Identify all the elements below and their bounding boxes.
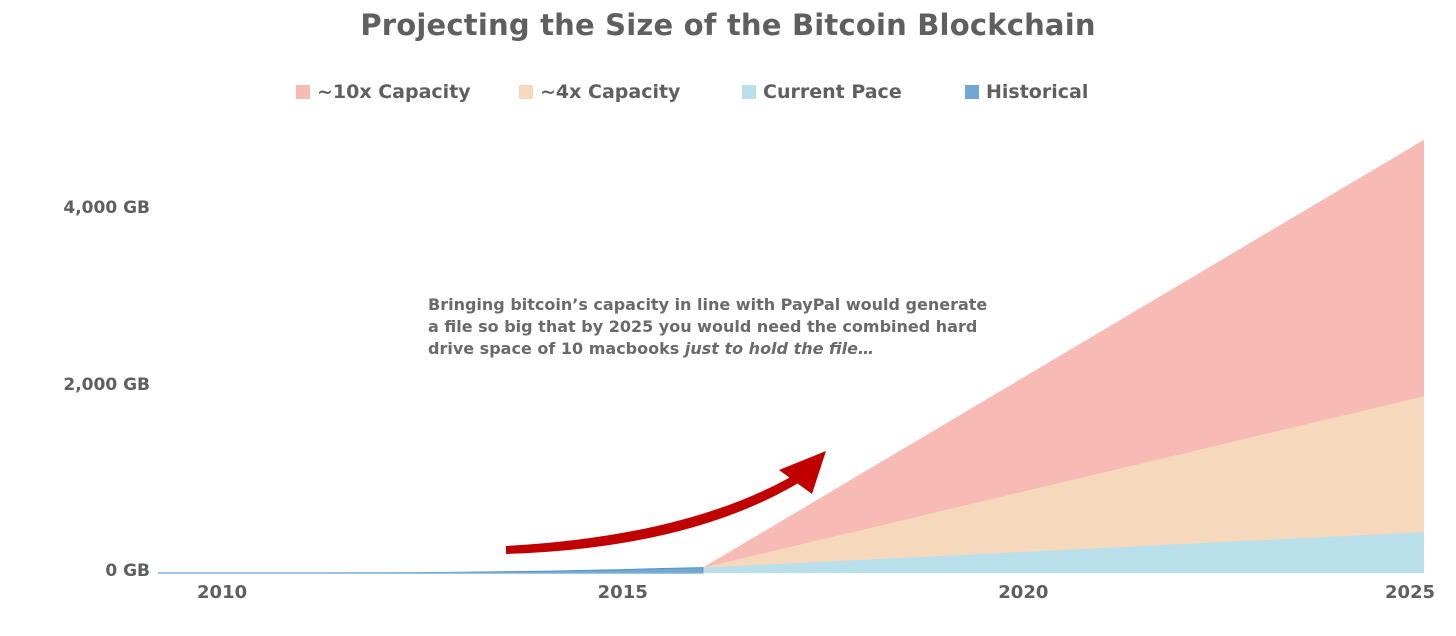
legend-label-4x: ~4x Capacity <box>540 81 681 103</box>
annotation-arrow <box>506 451 826 554</box>
legend-label-10x: ~10x Capacity <box>317 81 471 103</box>
arrow-head <box>779 451 826 494</box>
legend-item-historical: Historical <box>965 80 1088 104</box>
legend-swatch-current-pace <box>742 85 756 99</box>
annotation-text: Bringing bitcoin’s capacity in line with… <box>428 294 1028 360</box>
annotation-line-plain: drive space of 10 macbooks <box>428 339 685 358</box>
legend-label-historical: Historical <box>986 81 1089 103</box>
chart-title: Projecting the Size of the Bitcoin Block… <box>360 8 1096 42</box>
x-tick-label: 2020 <box>998 582 1049 603</box>
annotation-line-italic: just to hold the file… <box>684 339 874 358</box>
x-tick-label: 2025 <box>1384 582 1436 603</box>
y-tick-label: 2,000 GB <box>63 375 150 396</box>
arrow-body <box>506 474 800 554</box>
annotation-line: drive space of 10 macbooks just to hold … <box>428 338 1028 360</box>
legend-swatch-4x <box>519 85 533 99</box>
legend-item-10x-capacity: ~10x Capacity <box>296 80 471 104</box>
legend-item-4x-capacity: ~4x Capacity <box>519 80 680 104</box>
legend-swatch-10x <box>296 85 310 99</box>
series-area-4x-capacity <box>702 396 1424 573</box>
annotation-line: a file so big that by 2025 you would nee… <box>428 317 978 336</box>
series-area-historical <box>157 567 704 574</box>
y-tick-label: 0 GB <box>105 561 150 581</box>
legend-label-current-pace: Current Pace <box>763 81 902 103</box>
series-areas <box>157 139 1424 574</box>
x-tick-label: 2015 <box>597 582 648 603</box>
legend-swatch-historical <box>965 85 979 99</box>
annotation-line: Bringing bitcoin’s capacity in line with… <box>428 295 988 314</box>
x-tick-label: 2010 <box>197 582 248 603</box>
y-tick-label: 4,000 GB <box>63 197 150 218</box>
legend-item-current-pace: Current Pace <box>742 80 902 104</box>
series-area-current-pace <box>702 532 1424 573</box>
